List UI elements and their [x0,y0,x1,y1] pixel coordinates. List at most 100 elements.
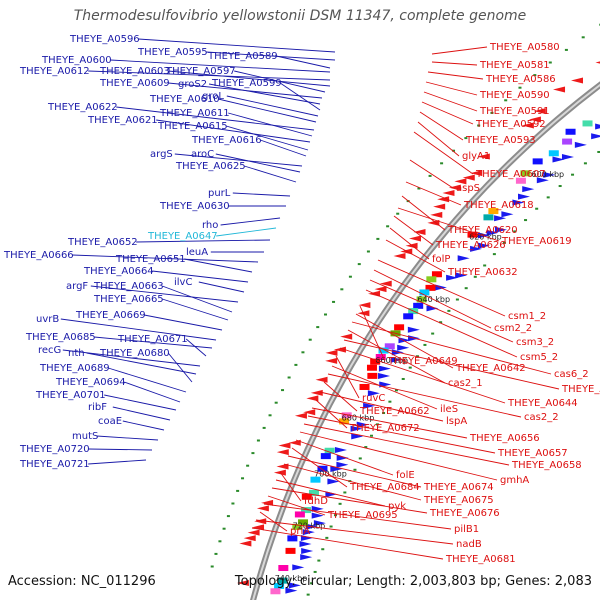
feature-block [488,208,499,215]
left-leader-line [162,285,233,313]
outer-tick [564,48,568,51]
left-gene-label: THEYE_A0663 [93,281,164,292]
inner-tick [415,355,419,358]
right-gene-label: csm2_2 [494,323,532,334]
outer-tick [281,389,285,392]
right-leader-line [401,195,446,231]
feature-arrow-reverse [239,540,252,547]
right-leader-line [271,487,428,514]
outer-tick [477,124,481,127]
kbp-tick-label: 700 kbp [314,470,347,479]
left-leader-line [138,38,336,53]
outer-tick [348,275,352,278]
left-leader-line [226,125,309,151]
left-leader-line [94,336,213,349]
left-gene-label: THEYE_A0664 [83,266,154,277]
right-gene-label: THEYE_A0681 [445,554,516,565]
right-gene-label: THEYE_A0632 [447,267,518,278]
right-leader-line [369,279,514,343]
left-gene-label: THEYE_A0611 [159,108,230,119]
accession-text: Accession: NC_011296 [8,574,156,589]
inner-tick [431,332,435,335]
right-gene-label: gmhA [500,475,529,486]
left-gene-label: THEYE_A0694 [55,377,126,388]
feature-arrow-forward [378,365,391,372]
feature-arrow-reverse [325,349,338,356]
right-gene-label: THEYE_A0593 [465,135,536,146]
right-leader-line [389,227,430,260]
right-leader-line [303,423,510,466]
feature-block [320,453,331,460]
feature-block [483,214,494,221]
feature-arrow-forward [457,255,470,262]
inner-tick [492,253,496,256]
feature-arrow-reverse [477,153,490,160]
right-gene-label: THEYE_A0607 [475,169,546,180]
right-leader-line [417,121,460,157]
outer-tick [396,212,400,215]
feature-arrow-reverse [405,242,418,249]
right-gene-label: fdhD [304,496,328,507]
feature-arrow-reverse [427,219,440,226]
left-gene-label: THEYE_A0689 [39,363,110,374]
left-gene-label: THEYE_A0701 [35,390,106,401]
left-gene-label: THEYE_A0616 [191,135,262,146]
right-leader-line [315,399,348,429]
feature-arrow-forward [591,133,600,140]
inner-tick [558,185,562,188]
left-leader-line [185,338,207,357]
inner-tick [447,309,451,312]
feature-block [370,358,381,365]
feature-arrow-forward [470,245,483,252]
feature-arrow-forward [390,356,403,363]
right-leader-line [295,439,394,476]
feature-arrow-reverse [273,469,286,476]
inner-tick [439,321,443,324]
outer-tick [241,477,245,480]
feature-arrow-forward [299,540,312,547]
feature-arrow-forward [536,177,549,184]
left-gene-label: mutS [72,431,98,442]
feature-arrow-reverse [433,203,446,210]
kbp-tick-label: 740 kbp [275,574,308,583]
right-leader-line [423,91,478,112]
right-gene-label: THEYE_A0626 [435,240,506,251]
right-leader-line [251,527,444,560]
outer-tick [246,464,250,467]
kbp-tick-label: 600 kbp [532,170,565,179]
left-leader-line [122,420,165,431]
left-gene-label: THEYE_A0652 [67,237,138,248]
right-gene-label: THEYE_A0658 [511,460,582,471]
right-gene-label: csm1_2 [508,311,546,322]
outer-tick [386,225,390,228]
right-leader-line [299,431,498,481]
outer-tick [316,326,320,329]
feature-block [520,170,531,177]
right-gene-label: csm5_2 [520,352,558,363]
left-gene-label: argF [66,281,88,292]
left-gene-label: THEYE_A0671 [117,334,188,345]
backbone-layer [250,81,600,600]
feature-arrow-forward [501,211,514,218]
feature-arrow-forward [302,529,315,536]
outer-tick [324,313,328,316]
left-leader-line [90,285,239,303]
left-leader-line [220,217,281,226]
left-gene-label: ribF [88,402,107,413]
right-leader-line [431,46,488,55]
feature-arrow-reverse [306,395,319,402]
left-gene-label: THEYE_A0615 [157,121,228,132]
right-leader-line [331,365,438,410]
inner-tick [455,298,459,301]
feature-arrow-reverse [521,122,534,129]
feature-arrow-forward [336,461,349,468]
right-leader-line [275,479,386,507]
feature-arrow-reverse [462,174,475,181]
right-gene-label: THEYE_A0674 [423,482,494,493]
feature-block [565,128,576,135]
right-leader-line [377,259,506,317]
left-leader-line [144,314,223,331]
right-leader-line [405,181,462,206]
left-leader-line [198,281,245,293]
